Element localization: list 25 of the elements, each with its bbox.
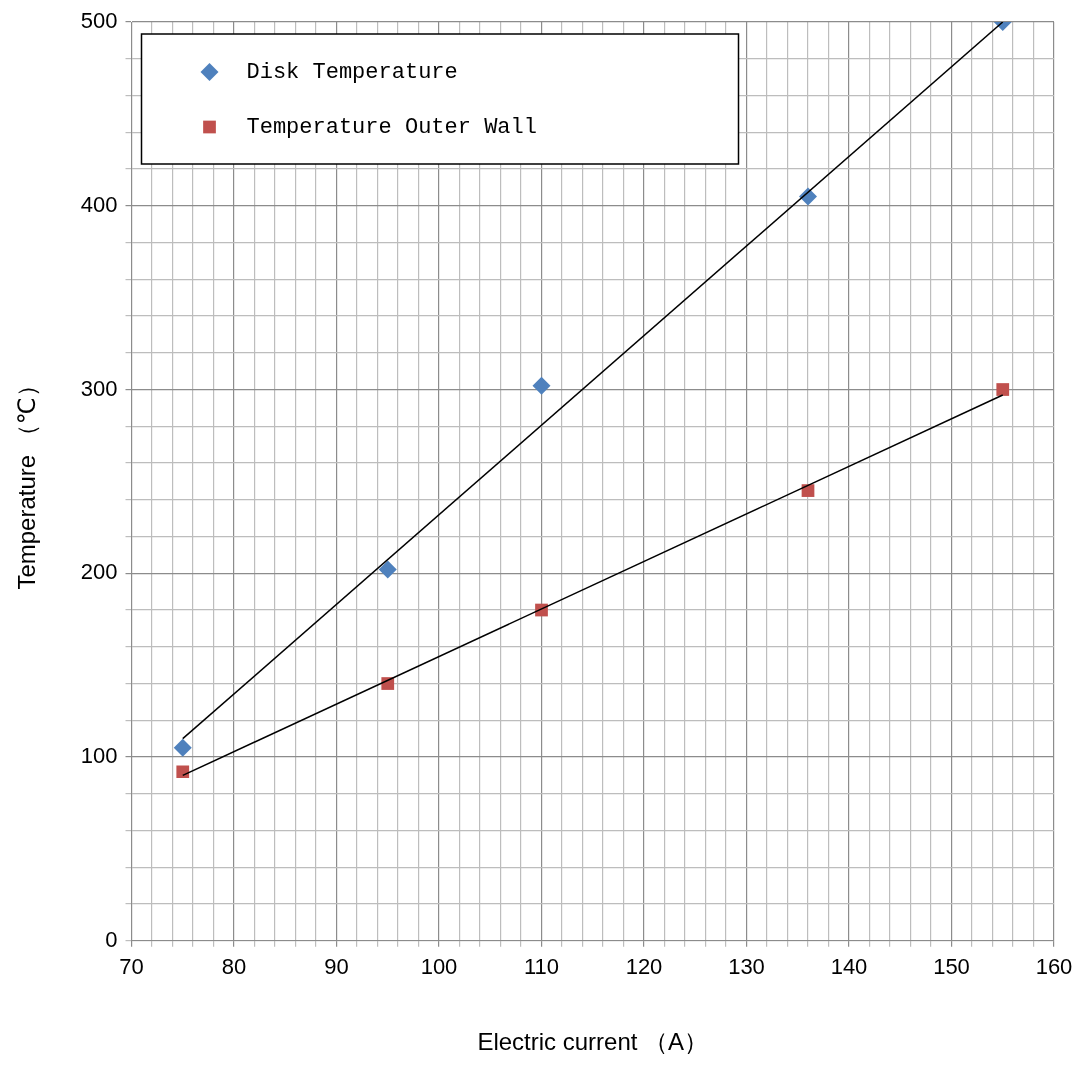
x-tick-label: 80 xyxy=(221,954,247,980)
x-tick-label: 90 xyxy=(324,954,349,980)
legend-label: Disk Temperature xyxy=(246,59,458,85)
legend-label: Temperature Outer Wall xyxy=(246,114,537,140)
x-tick-label: 110 xyxy=(523,954,560,980)
x-tick-label: 130 xyxy=(728,954,765,980)
x-tick-label: 120 xyxy=(625,954,663,980)
y-tick-label: 200 xyxy=(80,559,118,585)
y-tick-label: 400 xyxy=(80,191,118,217)
point xyxy=(532,376,551,395)
point xyxy=(173,738,192,757)
x-tick-label: 150 xyxy=(933,954,970,980)
y-tick-label: 0 xyxy=(105,926,118,952)
x-tick-label: 160 xyxy=(1035,954,1073,980)
x-axis-title: Electric current （A） xyxy=(477,1028,709,1056)
x-tick-label: 100 xyxy=(420,954,458,980)
point xyxy=(176,765,190,779)
y-axis-title: Temperature （℃） xyxy=(13,373,41,590)
point xyxy=(378,560,397,579)
x-tick-label: 70 xyxy=(119,954,144,980)
point xyxy=(996,383,1010,396)
y-tick-label: 500 xyxy=(80,8,118,34)
y-tick-label: 300 xyxy=(80,375,118,401)
x-tick-label: 140 xyxy=(830,954,868,980)
y-tick-label: 100 xyxy=(80,743,118,769)
